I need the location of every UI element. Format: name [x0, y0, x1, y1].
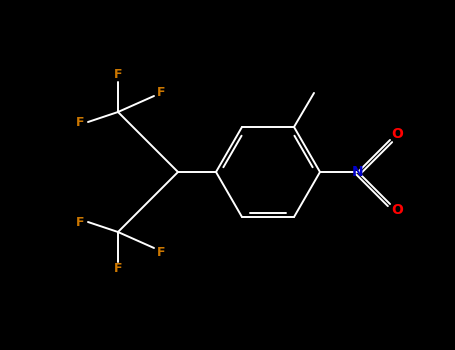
Text: F: F: [114, 262, 122, 275]
Text: O: O: [391, 127, 403, 141]
Text: N: N: [352, 165, 364, 179]
Text: F: F: [76, 216, 84, 229]
Text: O: O: [391, 203, 403, 217]
Text: F: F: [157, 85, 165, 98]
Text: F: F: [114, 69, 122, 82]
Text: F: F: [157, 245, 165, 259]
Text: F: F: [76, 116, 84, 128]
